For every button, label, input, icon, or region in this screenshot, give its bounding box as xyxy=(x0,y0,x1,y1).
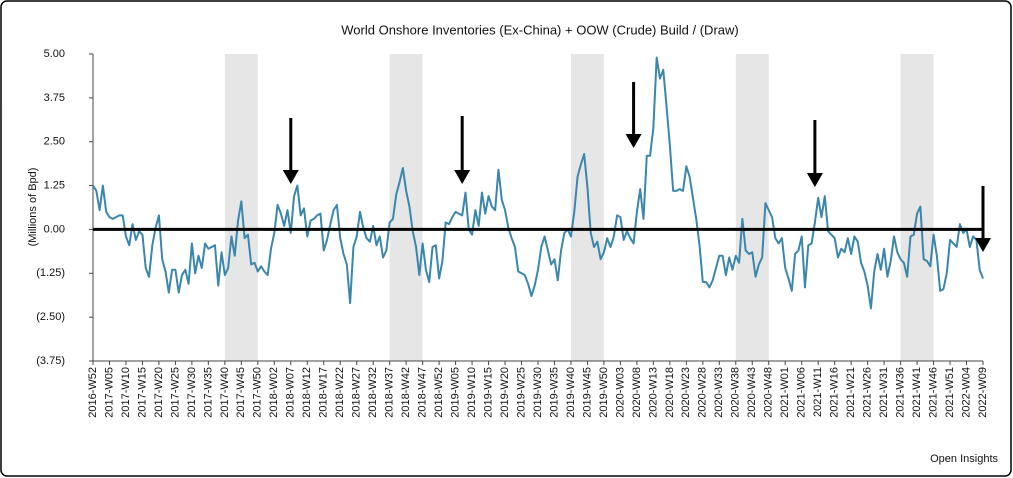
x-tick-label: 2020-W18 xyxy=(664,367,676,418)
x-tick-label: 2018-W32 xyxy=(367,367,379,418)
x-tick-label: 2016-W52 xyxy=(87,367,99,418)
x-tick-label: 2021-W06 xyxy=(796,367,808,418)
x-tick-label: 2018-W12 xyxy=(301,367,313,418)
x-tick-label: 2017-W50 xyxy=(252,367,264,418)
shaded-band xyxy=(735,54,769,361)
x-tick-label: 2021-W31 xyxy=(878,367,890,418)
x-tick-label: 2022-W04 xyxy=(960,367,972,418)
x-tick-label: 2019-W05 xyxy=(449,367,461,418)
arrow-head xyxy=(625,134,642,148)
x-tick-label: 2017-W45 xyxy=(235,367,247,418)
x-tick-label: 2019-W50 xyxy=(598,367,610,418)
x-tick-label: 2017-W20 xyxy=(153,367,165,418)
x-tick-label: 2018-W07 xyxy=(285,367,297,418)
shaded-band xyxy=(570,54,604,361)
x-tick-label: 2020-W08 xyxy=(631,367,643,418)
x-tick-label: 2017-W35 xyxy=(202,367,214,418)
y-tick-label: 2.50 xyxy=(44,136,65,148)
x-tick-label: 2018-W37 xyxy=(384,367,396,418)
y-tick-label: 1.25 xyxy=(44,179,65,191)
source-label: Open Insights xyxy=(930,453,998,465)
x-tick-label: 2018-W02 xyxy=(268,367,280,418)
x-tick-label: 2021-W01 xyxy=(779,367,791,418)
x-tick-label: 2017-W10 xyxy=(120,367,132,418)
x-tick-label: 2020-W43 xyxy=(746,367,758,418)
x-tick-label: 2020-W33 xyxy=(713,367,725,418)
x-tick-label: 2018-W42 xyxy=(400,367,412,418)
x-tick-label: 2021-W26 xyxy=(862,367,874,418)
arrow-head xyxy=(806,173,823,187)
x-tick-label: 2019-W30 xyxy=(532,367,544,418)
x-tick-label: 2017-W15 xyxy=(136,367,148,418)
x-tick-label: 2020-W03 xyxy=(614,367,626,418)
y-tick-label: (1.25) xyxy=(36,267,65,279)
x-tick-label: 2021-W46 xyxy=(927,367,939,418)
x-tick-label: 2019-W20 xyxy=(499,367,511,418)
shaded-band xyxy=(900,54,934,361)
x-tick-label: 2021-W11 xyxy=(812,367,824,417)
x-tick-label: 2019-W40 xyxy=(565,367,577,418)
x-tick-label: 2022-W09 xyxy=(977,367,989,418)
x-tick-label: 2018-W22 xyxy=(334,367,346,418)
x-tick-label: 2021-W36 xyxy=(894,367,906,418)
x-tick-label: 2017-W25 xyxy=(169,367,181,418)
x-tick-label: 2020-W28 xyxy=(697,367,709,418)
x-tick-label: 2020-W48 xyxy=(763,367,775,418)
x-tick-label: 2018-W27 xyxy=(351,367,363,418)
y-axis-label: (Millions of Bpd) xyxy=(27,168,39,247)
x-tick-label: 2021-W21 xyxy=(845,367,857,418)
x-tick-label: 2019-W10 xyxy=(466,367,478,418)
y-tick-label: 0.00 xyxy=(44,223,65,235)
y-tick-label: 3.75 xyxy=(44,92,65,104)
x-tick-label: 2017-W40 xyxy=(219,367,231,418)
plot-area: 5.00 3.75 2.50 1.25 0.00 (1.25) (2.50) (3.75) 20… xyxy=(36,48,991,418)
chart-title: World Onshore Inventories (Ex-China) + O… xyxy=(341,22,738,37)
x-tick-label: 2017-W05 xyxy=(103,367,115,418)
arrow-head xyxy=(454,170,471,184)
x-tick-label: 2018-W17 xyxy=(318,367,330,418)
arrow-head xyxy=(975,238,991,252)
x-tick-label: 2021-W41 xyxy=(911,367,923,418)
x-tick-label: 2019-W45 xyxy=(581,367,593,418)
x-tick-label: 2017-W30 xyxy=(186,367,198,418)
x-tick-label: 2020-W23 xyxy=(680,367,692,418)
x-tick-label: 2018-W52 xyxy=(433,367,445,418)
y-tick-label: 5.00 xyxy=(44,48,65,60)
x-tick-label: 2021-W16 xyxy=(829,367,841,418)
y-tick-label: (2.50) xyxy=(36,311,65,323)
x-tick-label: 2019-W25 xyxy=(515,367,527,418)
x-tick-label: 2019-W15 xyxy=(482,367,494,418)
x-tick-label: 2020-W38 xyxy=(730,367,742,418)
y-tick-label: (3.75) xyxy=(36,355,65,367)
x-tick-label: 2020-W13 xyxy=(647,367,659,418)
x-tick-label: 2018-W47 xyxy=(417,367,429,418)
x-tick-label: 2019-W35 xyxy=(548,367,560,418)
arrow-head xyxy=(282,170,299,184)
data-line xyxy=(92,56,984,310)
x-tick-label: 2021-W51 xyxy=(944,367,956,418)
